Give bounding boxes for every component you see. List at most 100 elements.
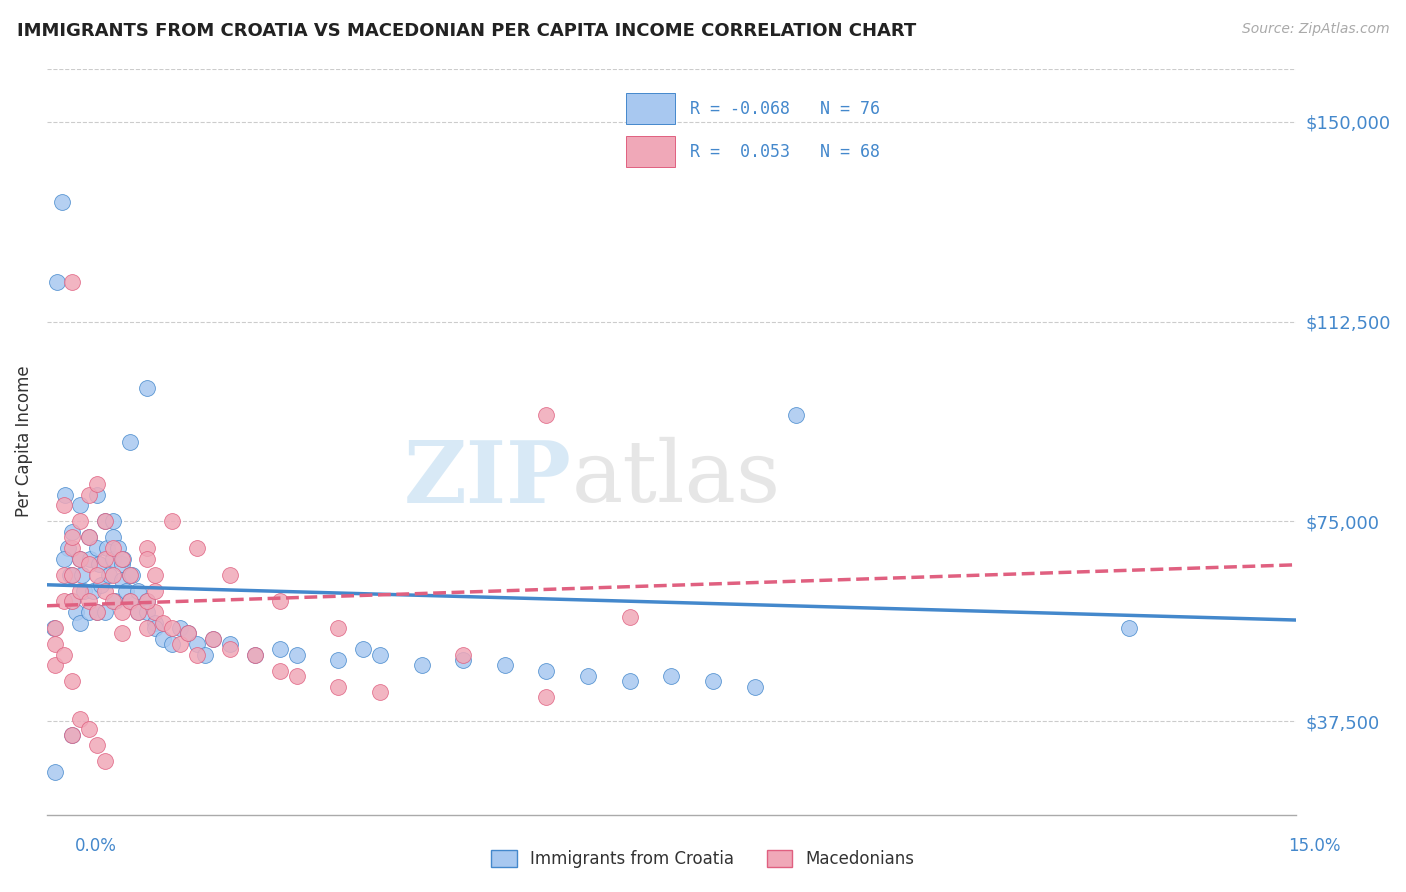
Point <box>103 531 125 545</box>
Point <box>219 567 242 582</box>
Point <box>44 764 66 779</box>
Point <box>269 594 291 608</box>
Point <box>120 594 142 608</box>
Point <box>94 551 117 566</box>
Point <box>52 551 75 566</box>
Point <box>135 551 157 566</box>
Point <box>111 557 134 571</box>
Text: Source: ZipAtlas.com: Source: ZipAtlas.com <box>1241 22 1389 37</box>
Point <box>186 648 208 662</box>
Point <box>69 515 91 529</box>
Point <box>160 515 183 529</box>
Point <box>107 541 129 555</box>
Point <box>120 594 142 608</box>
Point <box>98 567 121 582</box>
Point <box>69 615 91 630</box>
Point <box>69 499 91 513</box>
Point <box>135 605 157 619</box>
Point <box>135 594 157 608</box>
Point <box>352 642 374 657</box>
Point <box>77 594 100 608</box>
Point <box>219 637 242 651</box>
Point <box>60 674 83 689</box>
Point <box>65 605 87 619</box>
Point <box>77 723 100 737</box>
Point <box>702 674 724 689</box>
Point <box>60 728 83 742</box>
Point <box>619 610 641 624</box>
Text: 15.0%: 15.0% <box>1288 837 1341 855</box>
Point <box>411 658 433 673</box>
Point <box>576 669 599 683</box>
Point <box>103 594 125 608</box>
Point <box>77 605 100 619</box>
Point <box>73 583 96 598</box>
Point <box>45 275 67 289</box>
Point <box>103 567 125 582</box>
Point <box>368 648 391 662</box>
Point <box>143 615 166 630</box>
Point <box>60 531 83 545</box>
Point <box>328 621 350 635</box>
Point <box>135 381 157 395</box>
Point <box>86 605 108 619</box>
Point <box>94 515 117 529</box>
Point <box>60 594 83 608</box>
Point <box>177 626 200 640</box>
Point <box>103 551 125 566</box>
Point <box>536 408 558 422</box>
Point <box>143 605 166 619</box>
Point <box>70 567 93 582</box>
Point <box>82 583 104 598</box>
Point <box>186 541 208 555</box>
Point <box>285 669 308 683</box>
Point <box>115 583 138 598</box>
Point <box>536 690 558 705</box>
Point <box>94 583 117 598</box>
Point <box>104 594 127 608</box>
Point <box>135 541 157 555</box>
Point <box>451 653 474 667</box>
Point <box>269 664 291 678</box>
Point <box>111 605 134 619</box>
Point <box>328 680 350 694</box>
Point <box>86 567 108 582</box>
Point <box>186 637 208 651</box>
Point <box>60 567 83 582</box>
Point <box>103 515 125 529</box>
Point <box>77 557 100 571</box>
Point <box>56 541 79 555</box>
Point <box>135 621 157 635</box>
Point <box>86 605 108 619</box>
Point <box>60 567 83 582</box>
Point <box>269 642 291 657</box>
Point <box>111 551 134 566</box>
Point <box>120 567 142 582</box>
Point <box>112 551 135 566</box>
Point <box>111 626 134 640</box>
Point <box>94 605 117 619</box>
Point <box>152 632 174 646</box>
Point <box>94 754 117 768</box>
Point <box>86 488 108 502</box>
Point <box>52 567 75 582</box>
Point <box>51 194 73 209</box>
Point <box>69 712 91 726</box>
Y-axis label: Per Capita Income: Per Capita Income <box>15 366 32 517</box>
Point <box>143 621 166 635</box>
Point <box>44 658 66 673</box>
Point <box>44 637 66 651</box>
Point <box>77 531 100 545</box>
Point <box>619 674 641 689</box>
Point <box>202 632 225 646</box>
Point <box>103 541 125 555</box>
Point <box>69 551 91 566</box>
Point <box>169 637 191 651</box>
Point <box>60 275 83 289</box>
Point <box>135 594 157 608</box>
Point <box>127 605 149 619</box>
Point <box>52 499 75 513</box>
Point <box>152 615 174 630</box>
Point <box>536 664 558 678</box>
Point <box>177 626 200 640</box>
